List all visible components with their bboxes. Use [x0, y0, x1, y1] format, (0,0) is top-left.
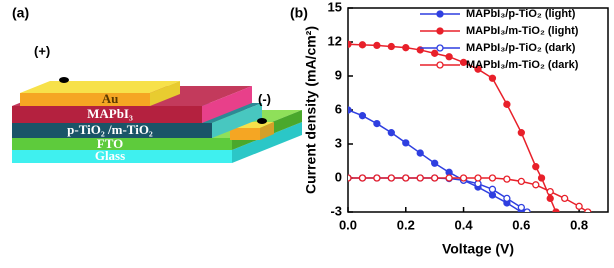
marker [488, 74, 497, 82]
contact-dot [257, 118, 267, 124]
legend-label: MAPbI₃/p-TiO₂ (dark) [466, 42, 576, 54]
layer-label: Au [102, 91, 119, 106]
panel-label: (b) [290, 5, 308, 21]
marker [537, 174, 546, 182]
marker [503, 175, 511, 183]
device-diagram: (a) (+) (-) Au MAPbI₃ p-TiO₂ /m-TiO₂ FTO… [12, 5, 302, 163]
marker [532, 181, 540, 189]
legend-marker [436, 61, 444, 69]
marker [348, 40, 352, 48]
marker [546, 187, 554, 196]
marker [488, 185, 497, 193]
tio2-side [212, 103, 262, 138]
marker [503, 194, 511, 203]
marker [474, 174, 482, 182]
y-axis-label: Current density (mA/cm²) [303, 26, 319, 194]
perovskite-side [202, 86, 252, 123]
legend-marker [436, 10, 444, 18]
marker [358, 112, 367, 120]
layer-label: p-TiO₂ /m-TiO₂ [67, 122, 153, 137]
marker [416, 149, 424, 157]
legend-label: MAPbI₃/m-TiO₂ (light) [466, 25, 579, 37]
marker [459, 174, 468, 182]
contact-dot [59, 77, 69, 83]
layer-label: Glass [95, 148, 125, 163]
marker [575, 202, 583, 210]
panel-label: (a) [12, 5, 29, 21]
marker [561, 194, 569, 203]
x-axis-label: Voltage (V) [442, 241, 514, 257]
layer-label: MAPbI₃ [87, 106, 133, 121]
glass-front [12, 150, 232, 163]
marker [373, 174, 381, 182]
marker [517, 203, 525, 212]
marker [358, 41, 367, 49]
marker [523, 208, 531, 212]
y-tick-label: 15 [328, 0, 342, 14]
au-top [20, 81, 180, 93]
marker [517, 129, 525, 137]
marker [402, 139, 410, 147]
marker [552, 208, 560, 212]
marker [431, 159, 439, 167]
legend-marker [436, 44, 444, 52]
marker [387, 174, 395, 182]
legend-label: MAPbI₃/m-TiO₂ (dark) [466, 59, 579, 71]
marker [416, 174, 424, 182]
marker [459, 58, 468, 67]
marker [445, 174, 453, 182]
x-tick-label: 0.0 [339, 217, 357, 232]
x-tick-label: 0.8 [570, 217, 588, 232]
plot-area [348, 40, 592, 212]
marker [445, 53, 453, 61]
marker [431, 49, 439, 57]
marker [503, 100, 511, 108]
plus-label: (+) [34, 43, 50, 58]
tio2-front [12, 123, 212, 138]
glass-side [232, 122, 302, 163]
marker [517, 177, 525, 186]
marker [488, 174, 497, 182]
y-tick-label: 12 [328, 33, 342, 48]
marker [358, 174, 367, 182]
marker [373, 41, 381, 50]
marker [431, 174, 439, 182]
marker [373, 119, 381, 128]
y-tick-label: 0 [335, 169, 342, 184]
marker [348, 106, 352, 114]
x-tick-label: 0.4 [455, 217, 474, 232]
legend-marker [436, 27, 444, 35]
contact-side [260, 122, 274, 140]
au-side [150, 81, 180, 106]
marker [532, 163, 540, 171]
x-tick-label: 0.6 [512, 217, 530, 232]
layer-label: FTO [97, 136, 124, 151]
y-tick-label: -3 [330, 203, 342, 218]
marker [474, 65, 482, 73]
marker [348, 174, 352, 182]
legend-label: MAPbI₃/p-TiO₂ (light) [466, 8, 576, 20]
marker [584, 208, 592, 212]
y-tick-label: 6 [335, 101, 342, 116]
marker [402, 174, 410, 182]
marker [387, 42, 395, 51]
minus-label: (-) [258, 91, 271, 106]
series-line [348, 177, 528, 212]
y-tick-label: 3 [335, 135, 342, 150]
contact-front [230, 128, 260, 140]
marker [546, 194, 554, 203]
perovskite-front [12, 106, 202, 123]
marker [387, 129, 395, 137]
x-tick-label: 0.2 [397, 217, 415, 232]
y-tick-label: 9 [335, 67, 342, 82]
marker [402, 44, 410, 52]
au-front [20, 93, 150, 106]
fto-front [12, 138, 232, 150]
